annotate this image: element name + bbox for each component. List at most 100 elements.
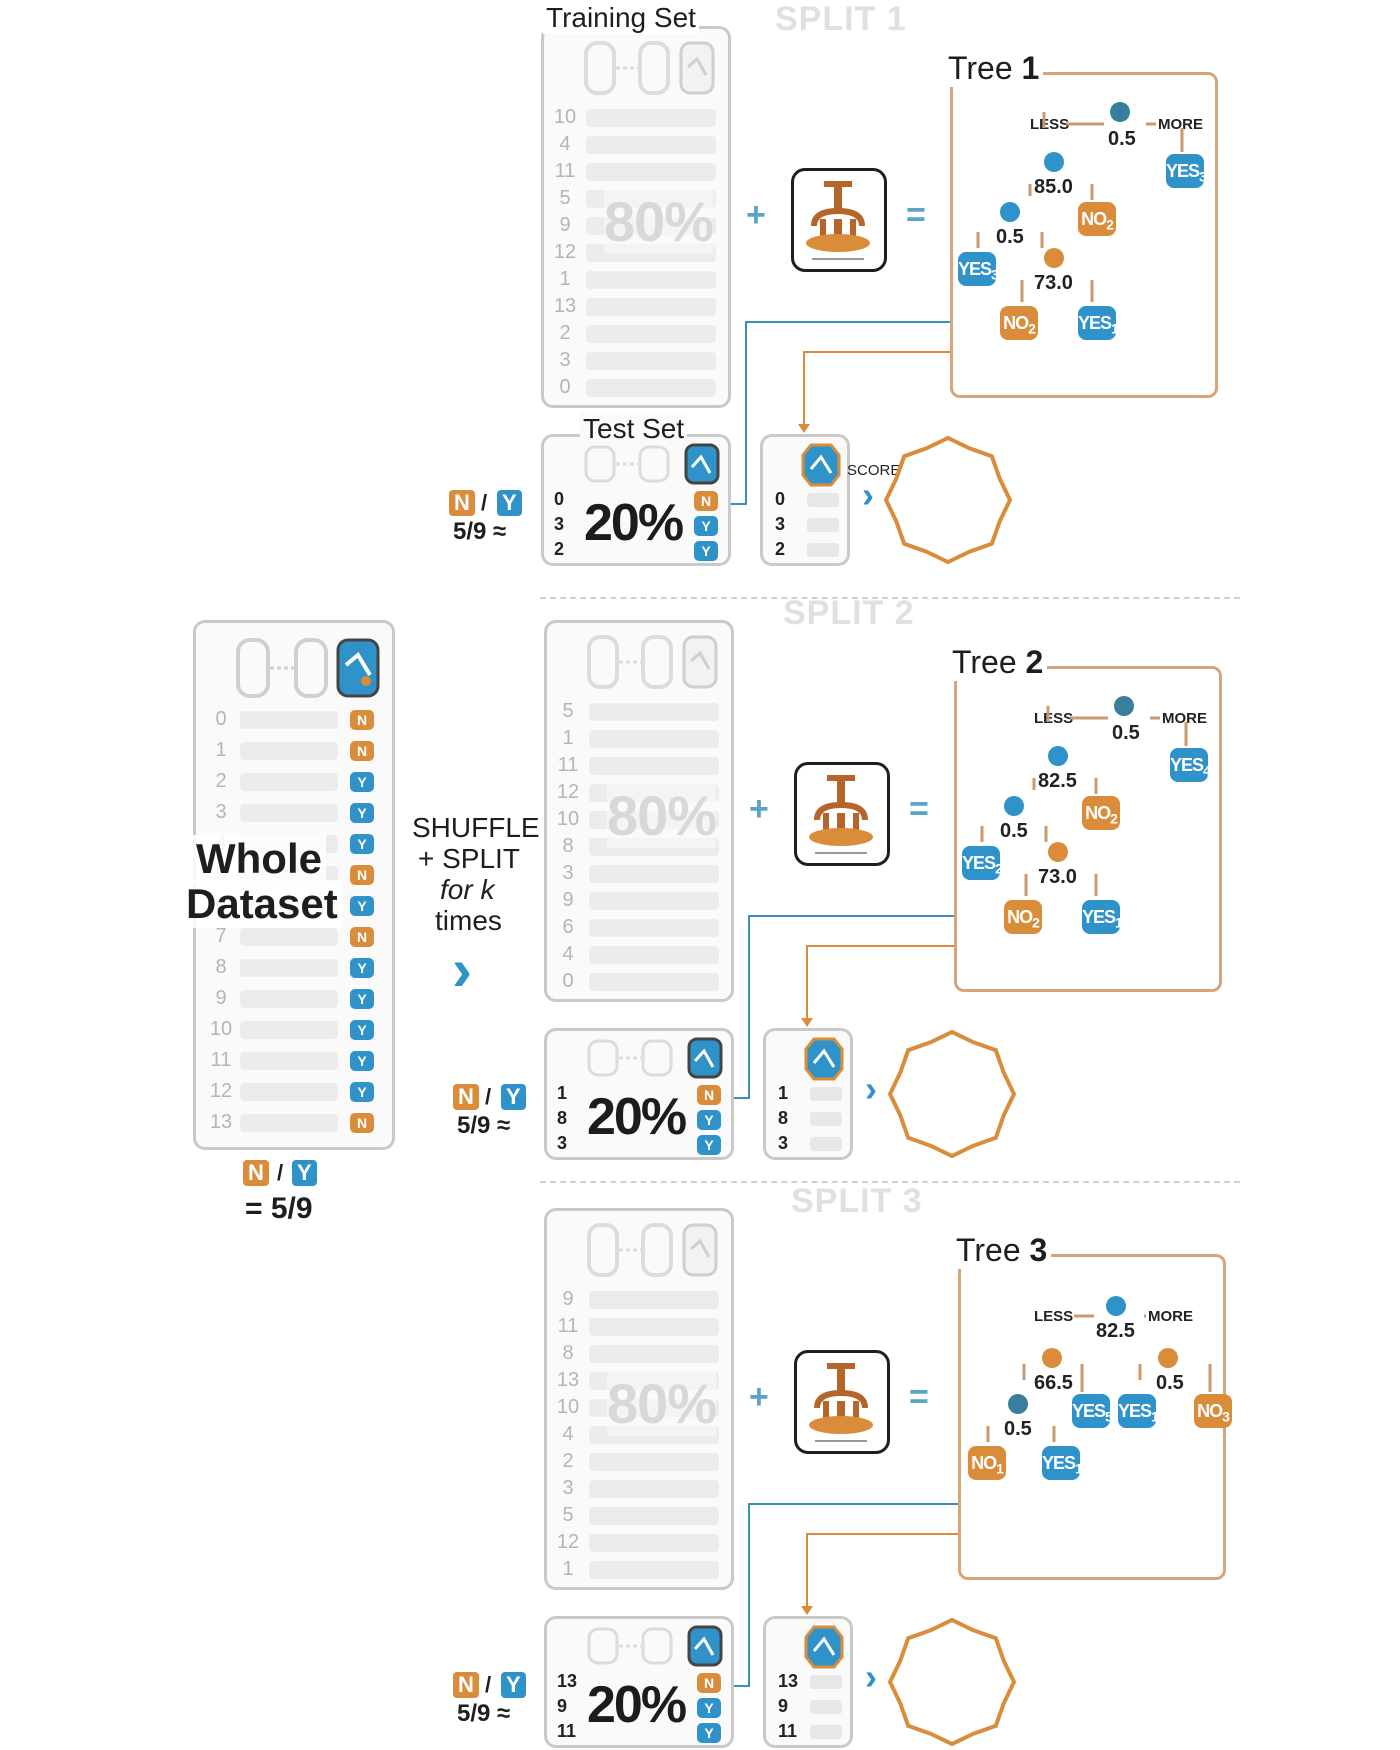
training-row-index: 2 [562,1450,574,1472]
prediction-panel: 13 9 11 [763,1616,853,1748]
prediction-row-index: 8 [778,1108,789,1128]
whole-row-index: 9 [215,987,227,1009]
training-row-index: 13 [556,1369,580,1391]
tree-node-cloud-threshold: 0.5 [1004,1418,1032,1440]
test-percent: 20% [584,494,684,552]
wind-icon [1000,202,1020,222]
whole-row-bar [240,742,338,760]
temperature-icon [1042,1348,1062,1368]
tree-less-label: LESS [1034,1308,1074,1325]
tree-title: Tree 2 [948,644,1048,681]
leaf-yes: YES1 [1082,900,1123,934]
training-row-index: 12 [553,241,577,263]
training-row-index: 11 [557,754,579,776]
test-to-tree-connector [731,321,950,505]
leaf-count: 5 [1105,1408,1113,1425]
prediction-row-bar [807,518,839,532]
training-row-index: 1 [562,727,574,749]
test-to-tree-connector [734,1503,958,1687]
whole-dataset-title-line1: Whole [192,835,326,883]
whole-row-bar [240,1083,338,1101]
test-row-label-badge: N [697,1085,721,1105]
test-to-tree-connector [734,915,954,1099]
training-row-index: 9 [562,1288,574,1310]
decision-tree-algorithm-icon [809,775,873,854]
model-icon [794,762,890,866]
whole-dataset-title-line2: Dataset [182,880,342,928]
next-arrow-icon: › [862,474,874,515]
test-row-label-badge: Y [694,516,718,536]
training-row-bar [589,892,719,910]
leaf-no: NO2 [1000,306,1038,340]
tree-title-word: Tree [956,1232,1021,1268]
training-row-bar [586,298,716,316]
training-row-index: 4 [559,133,571,155]
test-row-index: 3 [557,1133,568,1153]
prediction-row-index: 1 [778,1083,789,1103]
training-row-index: 13 [553,295,577,317]
whole-row-label-badge: N [350,927,374,947]
training-row-index: 9 [562,889,574,911]
prediction-row-bar [810,1112,842,1126]
training-row-bar [589,946,719,964]
test-set-panel: 0 N 3 Y 2 Y 20% [541,434,731,566]
tree-title-number: 3 [1029,1232,1048,1268]
training-row-index: 11 [554,160,576,182]
leaf-no: NO2 [1078,202,1116,236]
test-ratio-value: 5/9 ≈ [457,1700,511,1727]
tree-node-humidity-threshold: 82.5 [1038,770,1077,792]
whole-row-label-badge: N [350,865,374,885]
leaf-count: 2 [1032,914,1040,931]
temperature-icon [1044,248,1064,268]
shuffle-arrow-icon: › [452,936,472,1003]
tree-node-sun-threshold: 0.5 [1156,1372,1184,1394]
model-icon [794,1350,890,1454]
test-ratio-n-badge: N [453,1672,479,1698]
test-header-icon [584,443,720,485]
whole-row-label-badge: N [350,710,374,730]
training-row-index: 8 [562,835,574,857]
test-header-icon [587,1037,723,1079]
tree-to-prediction-connector [803,351,950,430]
whole-row-label-badge: N [350,741,374,761]
leaf-count: 3 [1222,1408,1230,1425]
leaf-yes: YES2 [962,846,1003,880]
whole-row-bar [240,928,338,946]
split-title: SPLIT 2 [783,594,915,632]
plus-sign: + [749,1378,769,1416]
training-row-bar [589,1480,719,1498]
whole-row-label-badge: Y [350,896,374,916]
training-row-index: 3 [559,349,571,371]
prediction-row-index: 11 [778,1721,798,1741]
test-row-label-badge: N [694,491,718,511]
leaf-label: NO [1003,313,1029,333]
test-row-label-badge: Y [694,541,718,561]
equals-sign: = [906,196,926,234]
training-percent: 80% [604,189,714,254]
training-row-bar [589,1453,719,1471]
leaf-count: 1 [996,1460,1004,1477]
leaf-yes: YES1 [1118,1394,1159,1428]
whole-row-index: 7 [215,925,227,947]
shuffle-line4: times [435,905,502,936]
prediction-row-index: 3 [778,1133,789,1153]
leaf-count: 4 [1203,762,1211,779]
training-row-bar [589,1345,719,1363]
prediction-row-bar [810,1087,842,1101]
training-row-bar [589,1534,719,1552]
training-row-index: 4 [562,943,574,965]
training-row-index: 6 [562,916,574,938]
training-row-bar [589,757,719,775]
tree-more-label: MORE [1158,116,1203,133]
leaf-label: YES [958,259,992,279]
leaf-count: 2 [1106,216,1114,233]
test-row-label-badge: Y [697,1135,721,1155]
accuracy-badge [887,1617,1017,1747]
leaf-yes: YES3 [1166,154,1207,188]
decision-tree-algorithm-icon [806,181,870,260]
shuffle-line1: SHUFFLE [412,812,540,843]
whole-row-index: 13 [209,1111,233,1133]
leaf-no: NO3 [1194,1394,1232,1428]
whole-row-bar [240,804,338,822]
training-set-panel: 10 4 11 5 9 12 1 13 2 3 0 80% [541,26,731,408]
